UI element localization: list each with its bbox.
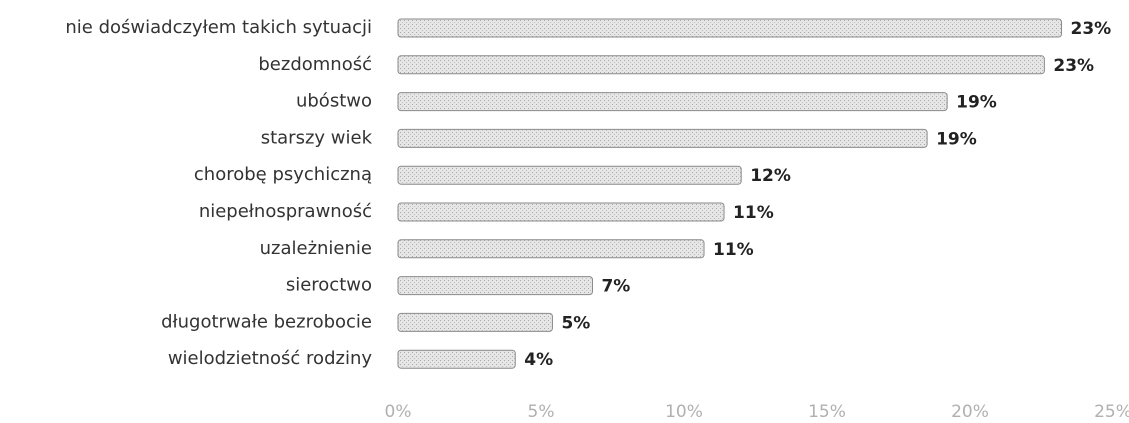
value-label: 19% bbox=[936, 129, 977, 149]
x-tick-label: 25% bbox=[1094, 402, 1129, 422]
bar bbox=[397, 349, 516, 369]
value-label: 11% bbox=[713, 240, 754, 260]
category-label: wielodzietność rodziny bbox=[168, 348, 373, 369]
value-label: 23% bbox=[1071, 19, 1112, 39]
x-tick-label: 5% bbox=[528, 402, 555, 422]
value-label: 11% bbox=[733, 203, 774, 223]
category-label: długotrwałe bezrobocie bbox=[161, 311, 372, 332]
category-label: sieroctwo bbox=[286, 275, 372, 296]
bar bbox=[397, 128, 928, 148]
value-label: 23% bbox=[1053, 56, 1094, 76]
category-label: niepełnosprawność bbox=[199, 201, 372, 222]
category-label: ubóstwo bbox=[296, 91, 372, 112]
value-label: 7% bbox=[601, 277, 630, 297]
x-tick-label: 15% bbox=[808, 402, 846, 422]
value-label: 4% bbox=[524, 350, 553, 370]
bar bbox=[397, 276, 593, 296]
value-label: 12% bbox=[750, 166, 791, 186]
bar bbox=[397, 312, 553, 332]
bar bbox=[397, 165, 742, 185]
bar bbox=[397, 202, 725, 222]
value-label: 5% bbox=[561, 313, 590, 333]
category-label: chorobę psychiczną bbox=[194, 164, 372, 185]
category-label: uzależnienie bbox=[260, 238, 372, 259]
bar bbox=[397, 239, 705, 259]
x-tick-label: 0% bbox=[385, 402, 412, 422]
x-tick-label: 20% bbox=[951, 402, 989, 422]
bar bbox=[397, 18, 1063, 38]
category-label: bezdomność bbox=[258, 54, 372, 75]
x-tick-label: 10% bbox=[665, 402, 703, 422]
category-label: nie doświadczyłem takich sytuacji bbox=[65, 17, 372, 38]
category-label: starszy wiek bbox=[261, 127, 373, 148]
bar bbox=[397, 92, 948, 112]
bar bbox=[397, 55, 1045, 75]
value-label: 19% bbox=[956, 93, 997, 113]
